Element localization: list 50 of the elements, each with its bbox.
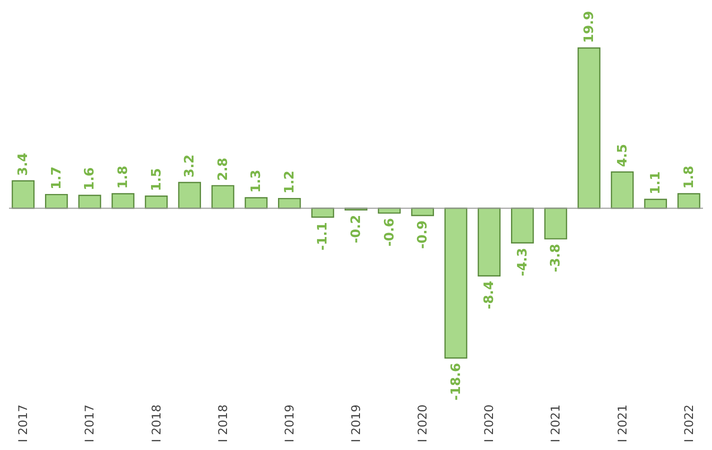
bar <box>478 208 501 276</box>
x-tick-label: I 2018 <box>149 404 164 442</box>
data-label: 1.1 <box>648 171 664 194</box>
data-label: -18.6 <box>448 363 464 400</box>
bar <box>144 196 168 209</box>
x-tick-label: I 2019 <box>282 404 296 442</box>
x-tick-label: I 2021 <box>615 404 630 442</box>
x-tick-label: I 2022 <box>682 404 696 442</box>
bar <box>278 198 301 209</box>
bar <box>444 208 468 359</box>
data-label: 4.5 <box>615 144 630 167</box>
data-label: -3.8 <box>548 244 564 272</box>
bar <box>78 194 102 209</box>
data-label: 2.8 <box>216 158 231 181</box>
data-label: -0.9 <box>416 220 431 249</box>
bar <box>511 208 534 244</box>
bar <box>112 193 134 209</box>
bar <box>644 198 667 209</box>
data-label: 1.8 <box>116 166 131 189</box>
data-label: 3.2 <box>182 154 198 178</box>
x-tick-label: I 2017 <box>16 404 30 442</box>
bar <box>178 182 201 209</box>
data-label: 1.6 <box>82 167 98 190</box>
x-tick-label: I 2018 <box>216 404 230 442</box>
x-tick-label: I 2020 <box>482 404 496 442</box>
bar <box>544 208 568 240</box>
x-tick-label: I 2017 <box>82 404 97 442</box>
data-label: 19.9 <box>582 10 597 43</box>
data-label: 1.7 <box>49 166 64 190</box>
bar <box>411 208 434 216</box>
data-label: -0.6 <box>382 218 398 246</box>
data-label: 1.2 <box>282 170 298 194</box>
bar <box>45 194 68 209</box>
bar <box>211 185 234 209</box>
data-label: -4.3 <box>515 248 530 276</box>
data-label: -1.1 <box>316 222 331 251</box>
x-tick-label: I 2021 <box>548 404 563 442</box>
bar <box>610 171 634 209</box>
bar <box>578 47 600 209</box>
data-label: -8.4 <box>482 280 498 310</box>
data-label: 1.5 <box>149 168 164 192</box>
data-label: 1.8 <box>682 166 697 189</box>
bar <box>677 193 700 209</box>
bar <box>244 197 268 209</box>
data-label: 1.3 <box>249 170 264 193</box>
data-label: -0.2 <box>349 214 364 244</box>
bar <box>12 180 35 209</box>
x-tick-label: I 2020 <box>416 404 430 442</box>
data-label: 3.4 <box>16 152 32 176</box>
x-tick-label: I 2019 <box>349 404 363 442</box>
